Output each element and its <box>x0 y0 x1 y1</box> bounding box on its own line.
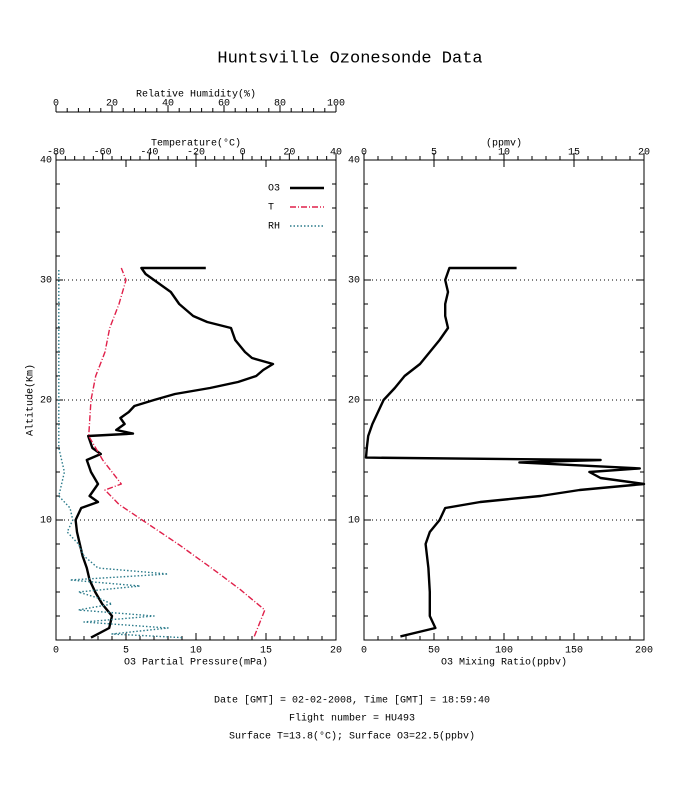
y-axis-label: Altitude(Km) <box>25 364 37 436</box>
legend-label: T <box>268 203 274 214</box>
x-tick-label: 15 <box>260 646 272 657</box>
profile-line <box>364 266 646 638</box>
x-tick-label: 20 <box>330 646 342 657</box>
y-tick-label: 20 <box>40 396 52 407</box>
x3-tick-label: 100 <box>327 99 345 110</box>
footer-line: Surface T=13.8(°C); Surface O3=22.5(ppbv… <box>229 731 475 743</box>
y-tick-label: 40 <box>40 156 52 167</box>
x-tick-label: 50 <box>428 646 440 657</box>
x-axis-label: O3 Partial Pressure(mPa) <box>124 657 268 669</box>
y-tick-label: 10 <box>40 516 52 527</box>
y-tick-label: 30 <box>40 276 52 287</box>
x-axis-label: O3 Mixing Ratio(ppbv) <box>441 657 567 669</box>
x3-tick-label: 80 <box>274 99 286 110</box>
x3-tick-label: 0 <box>53 99 59 110</box>
y-tick-label: 20 <box>348 396 360 407</box>
x-tick-label: 0 <box>53 646 59 657</box>
x-tick-label: 5 <box>123 646 129 657</box>
x3-tick-label: 20 <box>106 99 118 110</box>
x-tick-label: 200 <box>635 646 653 657</box>
y-tick-label: 30 <box>348 276 360 287</box>
page-title: Huntsville Ozonesonde Data <box>217 49 482 68</box>
legend-label: O3 <box>268 184 280 195</box>
x2-axis-label: Temperature(°C) <box>151 138 241 150</box>
profile-line <box>74 266 275 639</box>
x2-axis-label: (ppmv) <box>486 138 522 150</box>
x-tick-label: 0 <box>361 646 367 657</box>
profile-line <box>87 267 266 637</box>
x-tick-label: 150 <box>565 646 583 657</box>
x3-tick-label: 40 <box>162 99 174 110</box>
footer-line: Flight number = HU493 <box>289 713 415 725</box>
legend-label: RH <box>268 222 280 233</box>
y-tick-label: 40 <box>348 156 360 167</box>
x-tick-label: 100 <box>495 646 513 657</box>
x3-axis-label: Relative Humidity(%) <box>136 89 256 101</box>
x3-tick-label: 60 <box>218 99 230 110</box>
y-tick-label: 10 <box>348 516 360 527</box>
profile-line <box>58 268 183 639</box>
x-tick-label: 10 <box>190 646 202 657</box>
footer-line: Date [GMT] = 02-02-2008, Time [GMT] = 18… <box>214 695 490 707</box>
